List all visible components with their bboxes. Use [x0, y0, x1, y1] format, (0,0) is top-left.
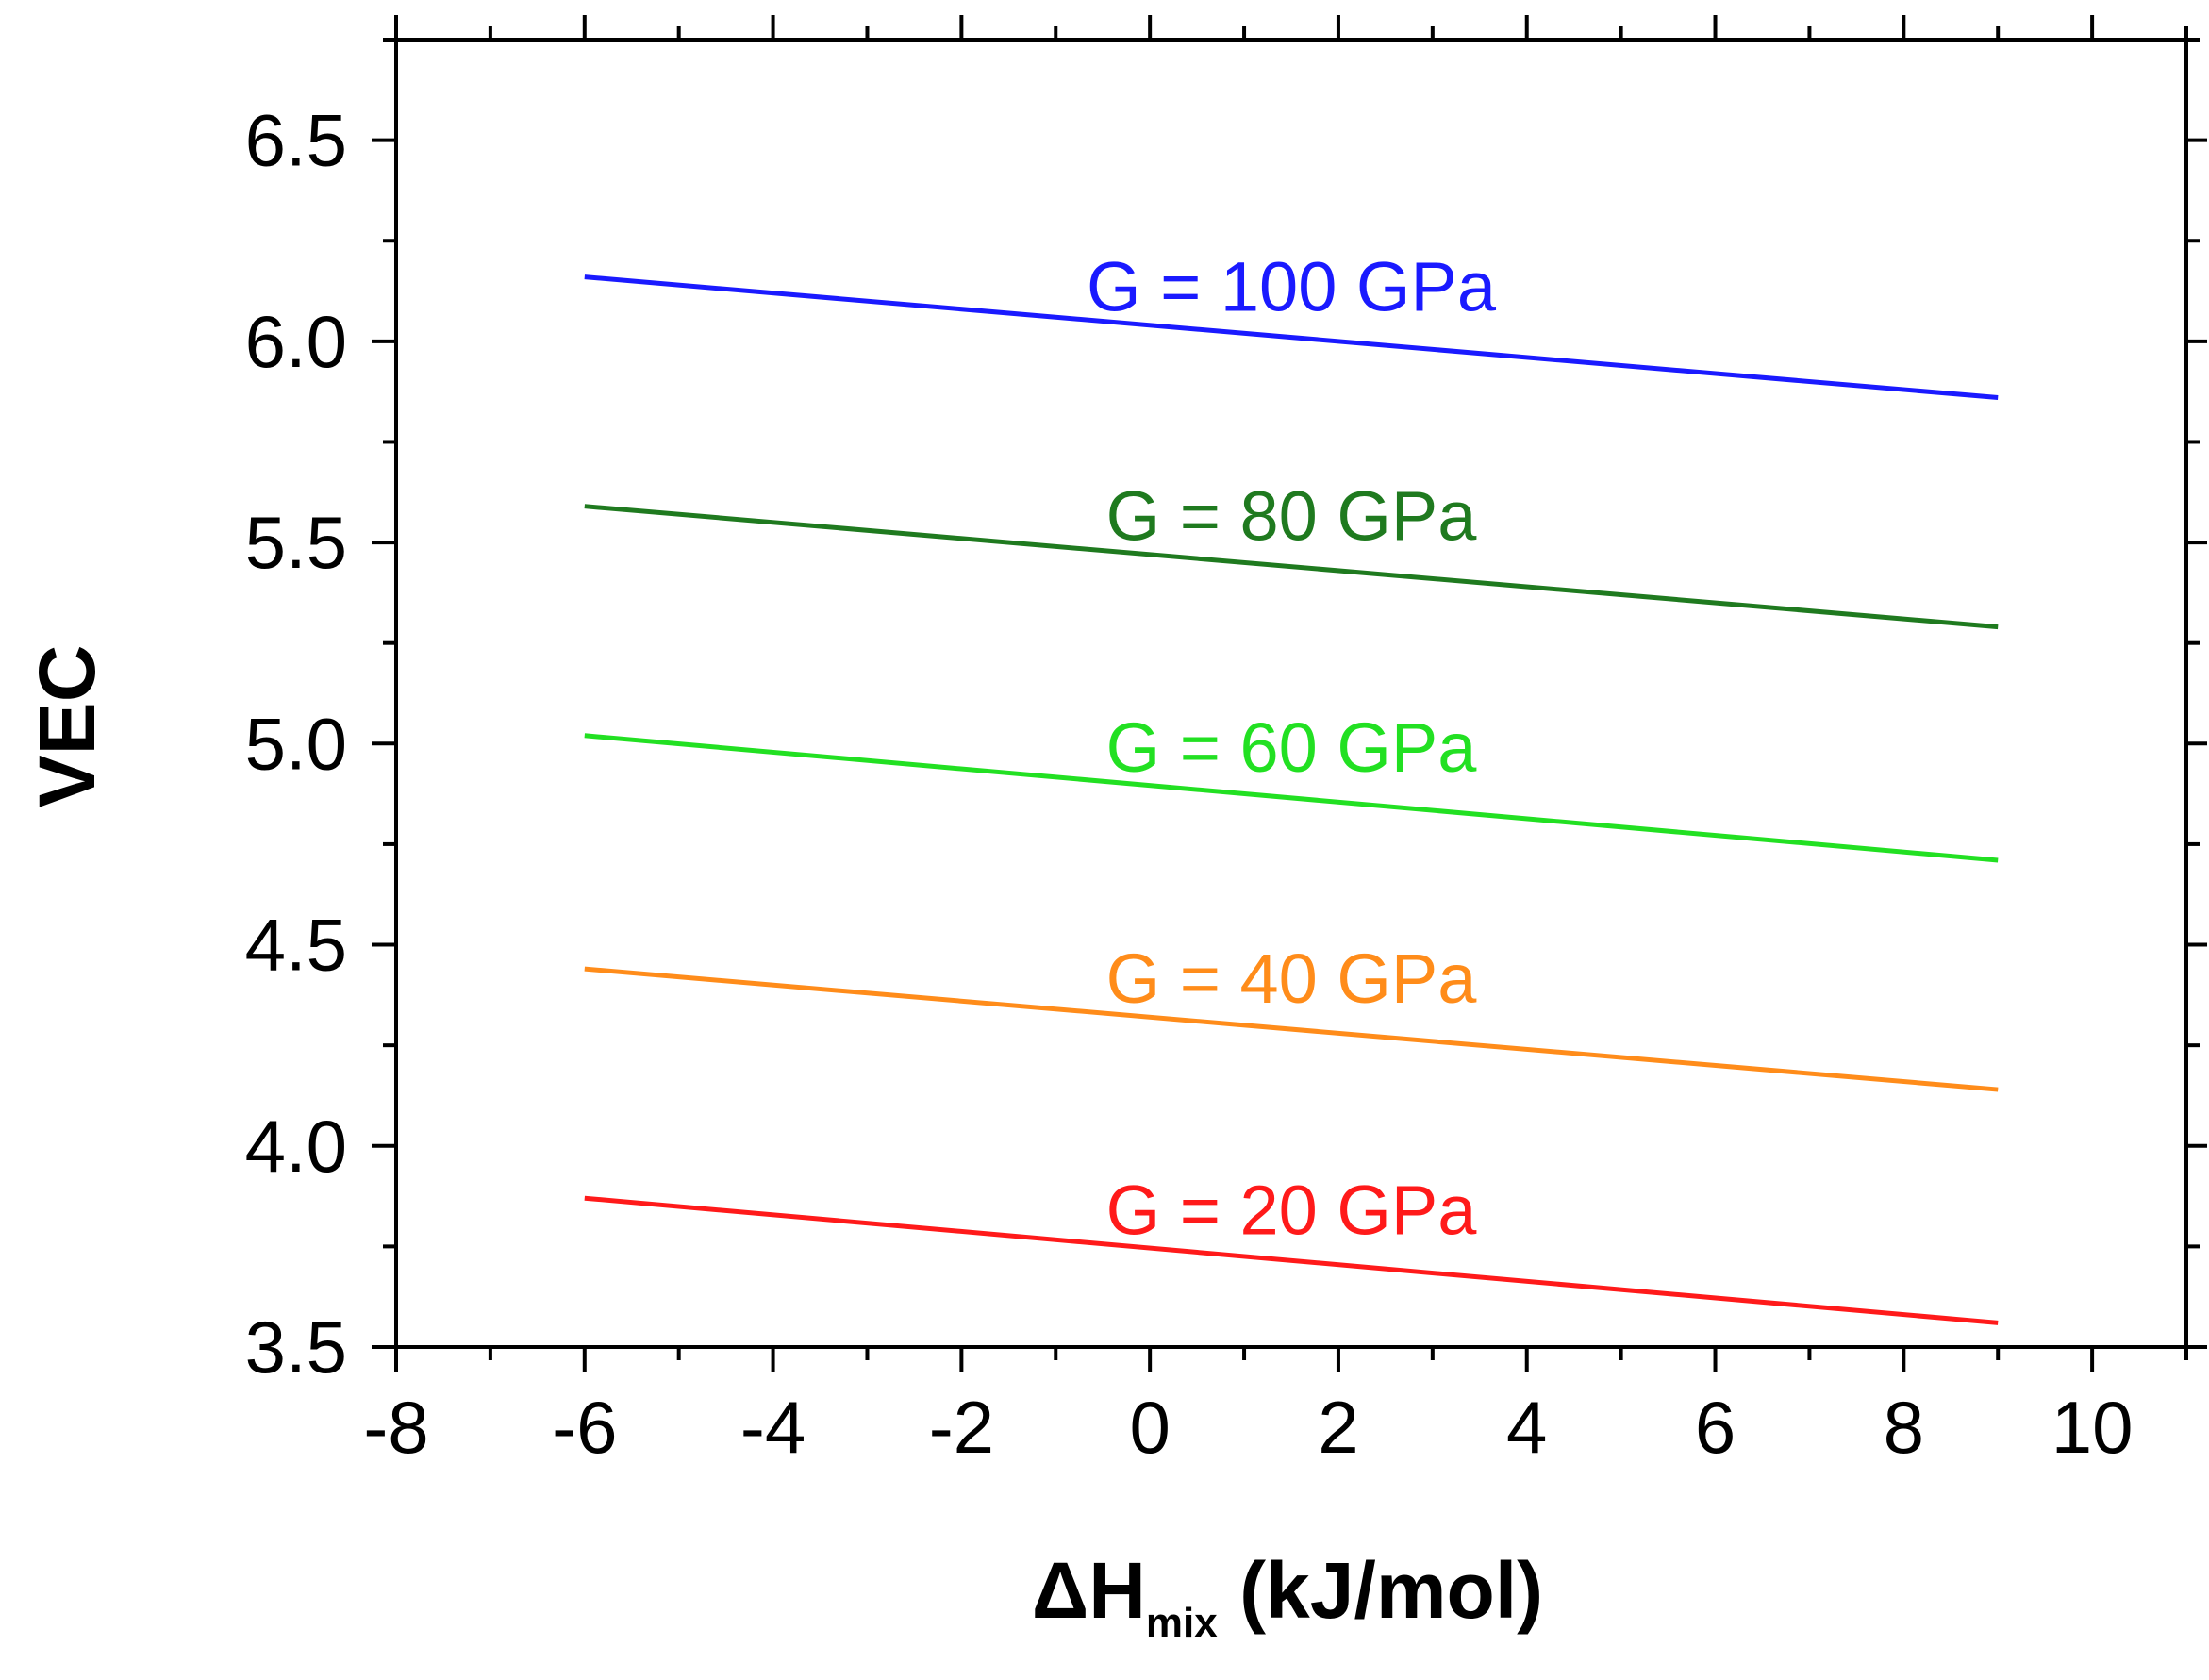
series-line [584, 504, 1999, 630]
y-tick-label: 6.5 [245, 99, 347, 182]
y-tick-label: 5.5 [245, 501, 347, 584]
x-tick-label: 4 [1506, 1386, 1547, 1469]
series-label: G = 40 GPa [1106, 940, 1478, 1018]
series-label: G = 80 GPa [1106, 477, 1478, 556]
y-tick-label: 5.0 [245, 702, 347, 785]
plot-frame [394, 38, 2188, 1349]
x-tick-label: 0 [1129, 1386, 1170, 1469]
y-axis: 3.5 4.0 4.5 5.0 5.5 6.0 6.5 [245, 38, 2207, 1389]
x-tick-label: 10 [2051, 1386, 2134, 1469]
y-tick-label: 6.0 [245, 300, 347, 383]
x-tick-label: -4 [740, 1386, 806, 1469]
series-line [584, 966, 1999, 1092]
series-layer: G = 100 GPa G = 80 GPa G = 60 GPa G = 40 GP… [584, 248, 1999, 1325]
x-tick-label: 8 [1884, 1386, 1924, 1469]
x-axis: -8 -6 -4 -2 0 2 4 6 8 10 [363, 15, 2188, 1469]
series-line [584, 1195, 1999, 1325]
x-tick-label: 2 [1318, 1386, 1358, 1469]
x-axis-title-sub: mix [1146, 1600, 1218, 1646]
series-label: G = 20 GPa [1106, 1171, 1478, 1249]
series-label: G = 100 GPa [1087, 248, 1497, 326]
plot-area [394, 38, 2188, 1349]
x-tick-label: -2 [929, 1386, 994, 1469]
x-tick-label: 6 [1695, 1386, 1736, 1469]
y-tick-label: 3.5 [245, 1306, 347, 1389]
x-axis-title-unit: (kJ/mol) [1218, 1546, 1543, 1635]
y-tick-label: 4.0 [245, 1105, 347, 1188]
x-axis-title: ΔHmix (kJ/mol) [1032, 1546, 1543, 1646]
series-label: G = 60 GPa [1106, 708, 1478, 787]
y-axis-title: VEC [23, 645, 111, 808]
series-line [584, 733, 1999, 863]
series-line [584, 274, 1999, 401]
y-tick-label: 4.5 [245, 904, 347, 987]
x-tick-label: -6 [552, 1386, 617, 1469]
x-axis-title-main: ΔH [1032, 1546, 1146, 1635]
x-tick-label: -8 [363, 1386, 428, 1469]
